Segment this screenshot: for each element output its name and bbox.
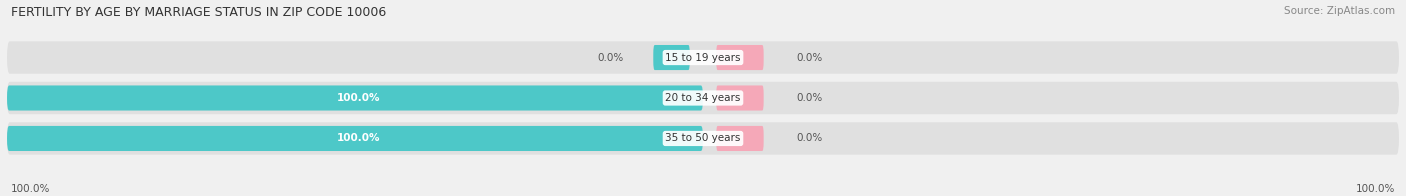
FancyBboxPatch shape [7,126,703,151]
Text: 15 to 19 years: 15 to 19 years [665,53,741,63]
Text: 0.0%: 0.0% [598,53,623,63]
Text: FERTILITY BY AGE BY MARRIAGE STATUS IN ZIP CODE 10006: FERTILITY BY AGE BY MARRIAGE STATUS IN Z… [11,6,387,19]
FancyBboxPatch shape [7,85,703,111]
Text: 100.0%: 100.0% [336,133,380,143]
FancyBboxPatch shape [7,122,1399,155]
FancyBboxPatch shape [716,126,763,151]
Text: 100.0%: 100.0% [336,93,380,103]
FancyBboxPatch shape [716,85,763,111]
Text: 100.0%: 100.0% [1355,184,1395,194]
FancyBboxPatch shape [716,45,763,70]
Text: 35 to 50 years: 35 to 50 years [665,133,741,143]
Text: 0.0%: 0.0% [796,93,823,103]
FancyBboxPatch shape [654,45,690,70]
Text: 100.0%: 100.0% [11,184,51,194]
FancyBboxPatch shape [7,82,1399,114]
Text: 20 to 34 years: 20 to 34 years [665,93,741,103]
Text: Source: ZipAtlas.com: Source: ZipAtlas.com [1284,6,1395,16]
FancyBboxPatch shape [7,41,1399,74]
Text: 0.0%: 0.0% [796,53,823,63]
Text: 0.0%: 0.0% [796,133,823,143]
